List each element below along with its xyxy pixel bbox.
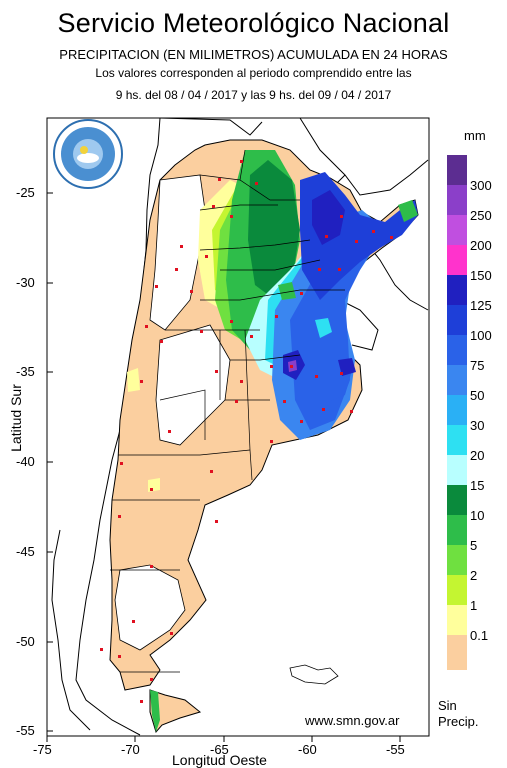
legend-swatch <box>447 275 467 305</box>
legend-tick-label: 10 <box>470 508 485 523</box>
legend-unit: mm <box>464 128 486 143</box>
x-tick-label: -75 <box>33 742 52 757</box>
x-tick-label: -55 <box>386 742 405 757</box>
legend-swatch <box>447 155 467 185</box>
legend-swatch <box>447 485 467 515</box>
y-tick-label: -45 <box>16 544 35 559</box>
legend-swatch <box>447 605 467 635</box>
legend-swatch-no-precip <box>447 635 467 670</box>
y-tick-label: -50 <box>16 634 35 649</box>
legend-swatch <box>447 425 467 455</box>
legend-tick-label: 200 <box>470 238 492 253</box>
x-tick-label: -70 <box>121 742 140 757</box>
no-data-label-2: Precip. <box>438 714 479 729</box>
x-tick-label: -65 <box>210 742 229 757</box>
legend-tick-label: 2 <box>470 568 478 583</box>
y-tick-label: -35 <box>16 364 35 379</box>
province-borders <box>110 149 345 673</box>
legend-swatch <box>447 575 467 605</box>
smn-logo <box>53 119 123 189</box>
legend-swatch <box>447 395 467 425</box>
legend-tick-label: 250 <box>470 208 492 223</box>
legend-tick-label: 30 <box>470 418 485 433</box>
legend-tick-label: 125 <box>470 298 492 313</box>
legend-swatch <box>447 215 467 245</box>
x-tick-label: -60 <box>298 742 317 757</box>
legend-tick-label: 75 <box>470 358 485 373</box>
website-url: www.smn.gov.ar <box>305 713 400 728</box>
subtitle: PRECIPITACION (EN MILIMETROS) ACUMULADA … <box>59 47 448 62</box>
islas-malvinas <box>289 664 339 685</box>
legend-swatch <box>447 245 467 275</box>
tierra-del-fuego <box>149 689 202 734</box>
legend-swatch <box>447 365 467 395</box>
color-legend <box>447 155 467 670</box>
y-tick-label: -55 <box>16 723 35 738</box>
legend-tick-label: 150 <box>470 268 492 283</box>
legend-tick-label: 50 <box>470 388 485 403</box>
legend-tick-label: 1 <box>470 598 478 613</box>
period-line-1: Los valores corresponden al periodo comp… <box>95 66 412 80</box>
x-axis-label: Longitud Oeste <box>172 752 267 768</box>
legend-tick-label: 5 <box>470 538 478 553</box>
page-title: Servicio Meteorológico Nacional <box>57 8 450 38</box>
legend-swatch <box>447 515 467 545</box>
legend-tick-label: 300 <box>470 178 492 193</box>
no-data-label: Sin Precip. <box>438 698 478 730</box>
period-line-2: 9 hs. del 08 / 04 / 2017 y las 9 hs. del… <box>115 88 392 102</box>
legend-tick-label: 20 <box>470 448 485 463</box>
tdf-green <box>150 690 160 732</box>
legend-swatch <box>447 545 467 575</box>
stations <box>100 160 393 703</box>
legend-tick-label: 0.1 <box>470 628 489 643</box>
legend-tick-label: 15 <box>470 478 485 493</box>
y-tick-label: -30 <box>16 275 35 290</box>
legend-swatch <box>447 335 467 365</box>
legend-tick-label: 100 <box>470 328 492 343</box>
no-data-label-1: Sin <box>438 698 457 713</box>
y-axis-label: Latitud Sur <box>8 384 24 452</box>
legend-swatch <box>447 305 467 335</box>
legend-swatch <box>447 455 467 485</box>
y-tick-label: -40 <box>16 454 35 469</box>
axis-ticks <box>46 192 401 742</box>
legend-swatch <box>447 185 467 215</box>
y-tick-label: -25 <box>16 185 35 200</box>
